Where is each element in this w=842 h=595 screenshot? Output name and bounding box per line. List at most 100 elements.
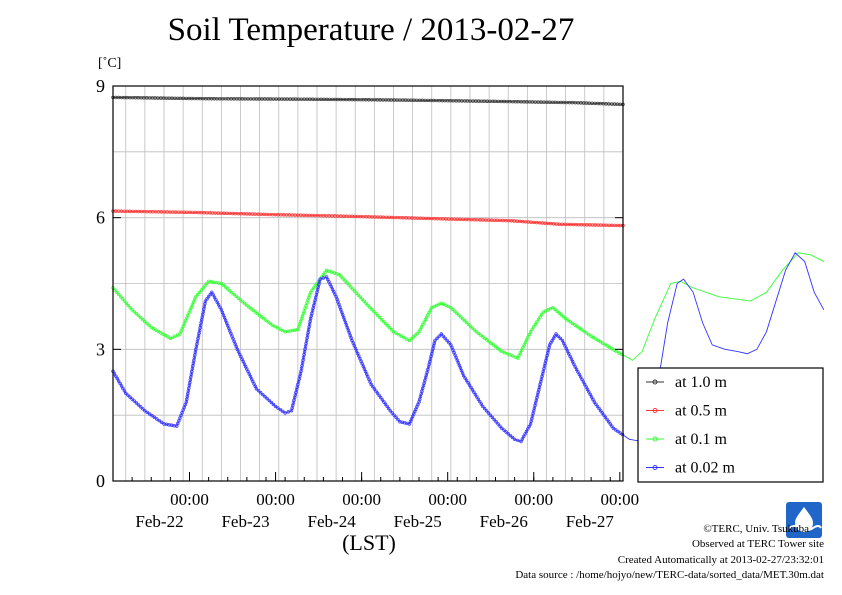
data-point bbox=[323, 270, 327, 275]
data-point bbox=[136, 403, 141, 407]
data-point bbox=[551, 305, 555, 310]
data-point bbox=[366, 303, 370, 308]
data-point bbox=[610, 424, 614, 428]
data-point bbox=[557, 311, 561, 315]
data-point bbox=[584, 331, 589, 335]
data-point bbox=[180, 411, 184, 415]
data-point bbox=[495, 346, 500, 350]
data-point bbox=[488, 413, 493, 417]
data-point bbox=[470, 326, 475, 330]
data-point bbox=[399, 334, 404, 338]
data-point bbox=[482, 406, 487, 411]
data-point bbox=[565, 349, 570, 353]
data-point bbox=[124, 391, 128, 395]
data-point bbox=[256, 389, 261, 393]
data-point bbox=[273, 404, 278, 409]
data-point bbox=[267, 398, 271, 403]
data-point bbox=[283, 411, 287, 415]
data-point bbox=[182, 321, 187, 326]
data-point bbox=[554, 332, 558, 336]
data-point bbox=[464, 320, 469, 325]
data-point bbox=[469, 385, 473, 390]
data-point bbox=[453, 309, 457, 314]
data-point bbox=[415, 331, 419, 336]
data-point bbox=[561, 315, 566, 319]
series-layer bbox=[111, 95, 825, 444]
data-point bbox=[522, 343, 526, 347]
legend-swatch-marker bbox=[652, 379, 658, 385]
x-tick-time-label: 00:00 bbox=[256, 490, 295, 509]
footer-created: Created Automatically at 2013-02-27/23:3… bbox=[617, 554, 824, 566]
data-point bbox=[183, 318, 188, 323]
data-point bbox=[588, 392, 592, 397]
data-point bbox=[517, 353, 521, 358]
data-point bbox=[618, 431, 622, 435]
data-point bbox=[243, 301, 247, 306]
data-point bbox=[155, 417, 159, 421]
data-point bbox=[262, 316, 266, 321]
legend-entry-label: at 0.5 m bbox=[675, 403, 728, 420]
data-point bbox=[570, 359, 575, 364]
data-point bbox=[176, 421, 180, 426]
data-point bbox=[362, 299, 366, 304]
data-point bbox=[122, 299, 127, 303]
data-point bbox=[372, 387, 377, 391]
data-point bbox=[527, 424, 531, 429]
data-point bbox=[458, 315, 463, 319]
data-point bbox=[485, 338, 489, 342]
data-point bbox=[181, 324, 186, 328]
legend-swatch-marker bbox=[652, 408, 658, 413]
data-point bbox=[260, 315, 264, 319]
data-point bbox=[535, 320, 539, 324]
data-point bbox=[254, 387, 259, 391]
data-point bbox=[479, 402, 483, 406]
data-point bbox=[376, 313, 380, 318]
data-point bbox=[473, 392, 478, 397]
data-point bbox=[134, 312, 139, 316]
data-point bbox=[369, 382, 373, 387]
data-point bbox=[341, 277, 345, 281]
axis-frame: 0 3 6 9 00:00 Feb-22 00:00 Feb-23 00:00 Feb-24 00:… bbox=[96, 76, 639, 531]
data-point bbox=[185, 316, 189, 320]
data-point bbox=[573, 365, 577, 369]
data-point bbox=[484, 409, 489, 413]
data-point bbox=[466, 381, 470, 385]
data-point bbox=[387, 406, 391, 411]
data-point bbox=[483, 336, 487, 341]
data-point bbox=[126, 303, 131, 308]
data-point bbox=[265, 396, 269, 401]
data-point bbox=[371, 384, 375, 389]
data-point bbox=[203, 283, 207, 288]
data-point bbox=[584, 385, 588, 389]
data-point bbox=[583, 382, 587, 387]
data-point bbox=[463, 376, 467, 380]
data-point bbox=[569, 357, 574, 361]
data-point bbox=[476, 331, 481, 336]
data-point bbox=[206, 294, 211, 299]
x-tick-date-label: Feb-27 bbox=[566, 512, 615, 531]
data-point bbox=[313, 283, 318, 288]
data-point bbox=[377, 393, 381, 398]
data-point bbox=[516, 356, 520, 360]
data-point bbox=[343, 279, 347, 283]
data-point bbox=[232, 292, 236, 297]
data-point bbox=[178, 332, 182, 336]
x-tick-time-label: 00:00 bbox=[514, 490, 553, 509]
data-point bbox=[523, 340, 528, 345]
data-point bbox=[580, 328, 584, 332]
data-point bbox=[205, 281, 209, 286]
data-point bbox=[119, 384, 124, 388]
data-point bbox=[387, 326, 392, 330]
data-point bbox=[281, 409, 285, 414]
data-point bbox=[157, 418, 161, 423]
grid-lines bbox=[113, 86, 623, 481]
data-point bbox=[577, 326, 582, 330]
data-point bbox=[126, 393, 130, 397]
data-point bbox=[278, 327, 282, 331]
data-point bbox=[457, 313, 461, 317]
data-point bbox=[308, 290, 313, 294]
data-point bbox=[553, 307, 557, 312]
data-point bbox=[383, 402, 388, 406]
data-point bbox=[115, 290, 119, 294]
data-point bbox=[276, 406, 280, 410]
